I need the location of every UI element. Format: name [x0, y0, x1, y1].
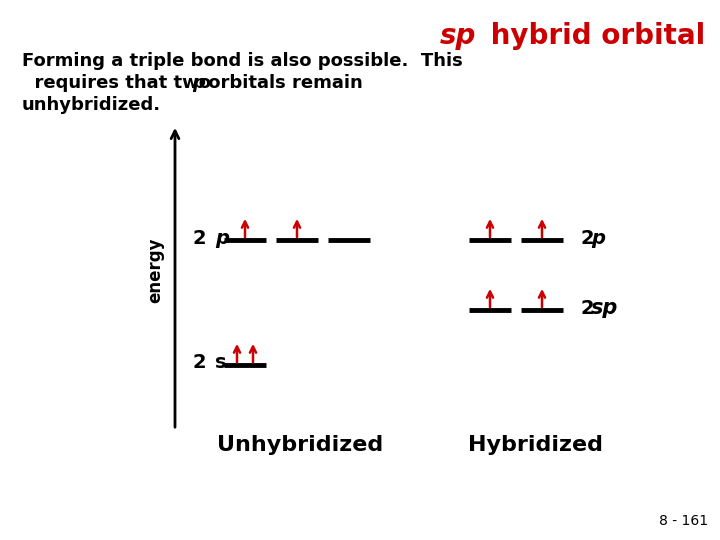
- Text: s: s: [215, 354, 227, 373]
- Text: energy: energy: [146, 237, 164, 303]
- Text: unhybridized.: unhybridized.: [22, 96, 161, 114]
- Text: orbitals remain: orbitals remain: [202, 74, 363, 92]
- Text: 8 - 161: 8 - 161: [659, 514, 708, 528]
- Text: p: p: [591, 228, 605, 247]
- Text: sp: sp: [591, 298, 618, 318]
- Text: 2: 2: [192, 228, 206, 247]
- Text: hybrid orbital: hybrid orbital: [481, 22, 705, 50]
- Text: 2: 2: [581, 299, 595, 318]
- Text: 2: 2: [581, 228, 595, 247]
- Text: Hybridized: Hybridized: [467, 435, 603, 455]
- Text: 2: 2: [192, 354, 206, 373]
- Text: p: p: [192, 74, 205, 92]
- Text: requires that two: requires that two: [22, 74, 217, 92]
- Text: Unhybridized: Unhybridized: [217, 435, 383, 455]
- Text: p: p: [215, 228, 229, 247]
- Text: sp: sp: [440, 22, 477, 50]
- Text: Forming a triple bond is also possible.  This: Forming a triple bond is also possible. …: [22, 52, 463, 70]
